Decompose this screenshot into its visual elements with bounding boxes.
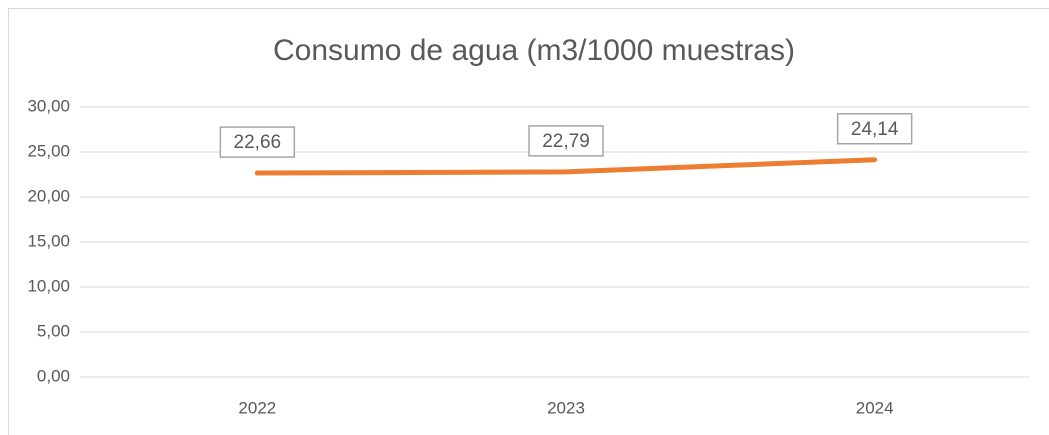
chart-frame: [8, 8, 1049, 435]
y-tick-label: 0,00: [37, 366, 70, 385]
data-label: 22,66: [234, 132, 282, 153]
data-label: 24,14: [851, 119, 899, 140]
line: [254, 157, 878, 176]
y-tick-label: 20,00: [27, 186, 70, 205]
y-tick-label: 5,00: [37, 321, 70, 340]
data-label: 22,79: [542, 131, 590, 152]
data-label-box: [528, 125, 604, 157]
y-tick-label: 15,00: [27, 231, 70, 250]
data-label-box: [836, 112, 913, 145]
x-tick-label: 2023: [547, 398, 585, 417]
y-tick-label: 25,00: [27, 141, 70, 160]
x-tick-label: 2024: [856, 398, 894, 417]
data-label-box: [219, 126, 296, 158]
x-tick-label: 2022: [238, 398, 276, 417]
y-tick-label: 10,00: [27, 276, 70, 295]
y-tick-label: 30,00: [27, 96, 70, 115]
chart-title: Consumo de agua (m3/1000 muestras): [273, 34, 795, 67]
